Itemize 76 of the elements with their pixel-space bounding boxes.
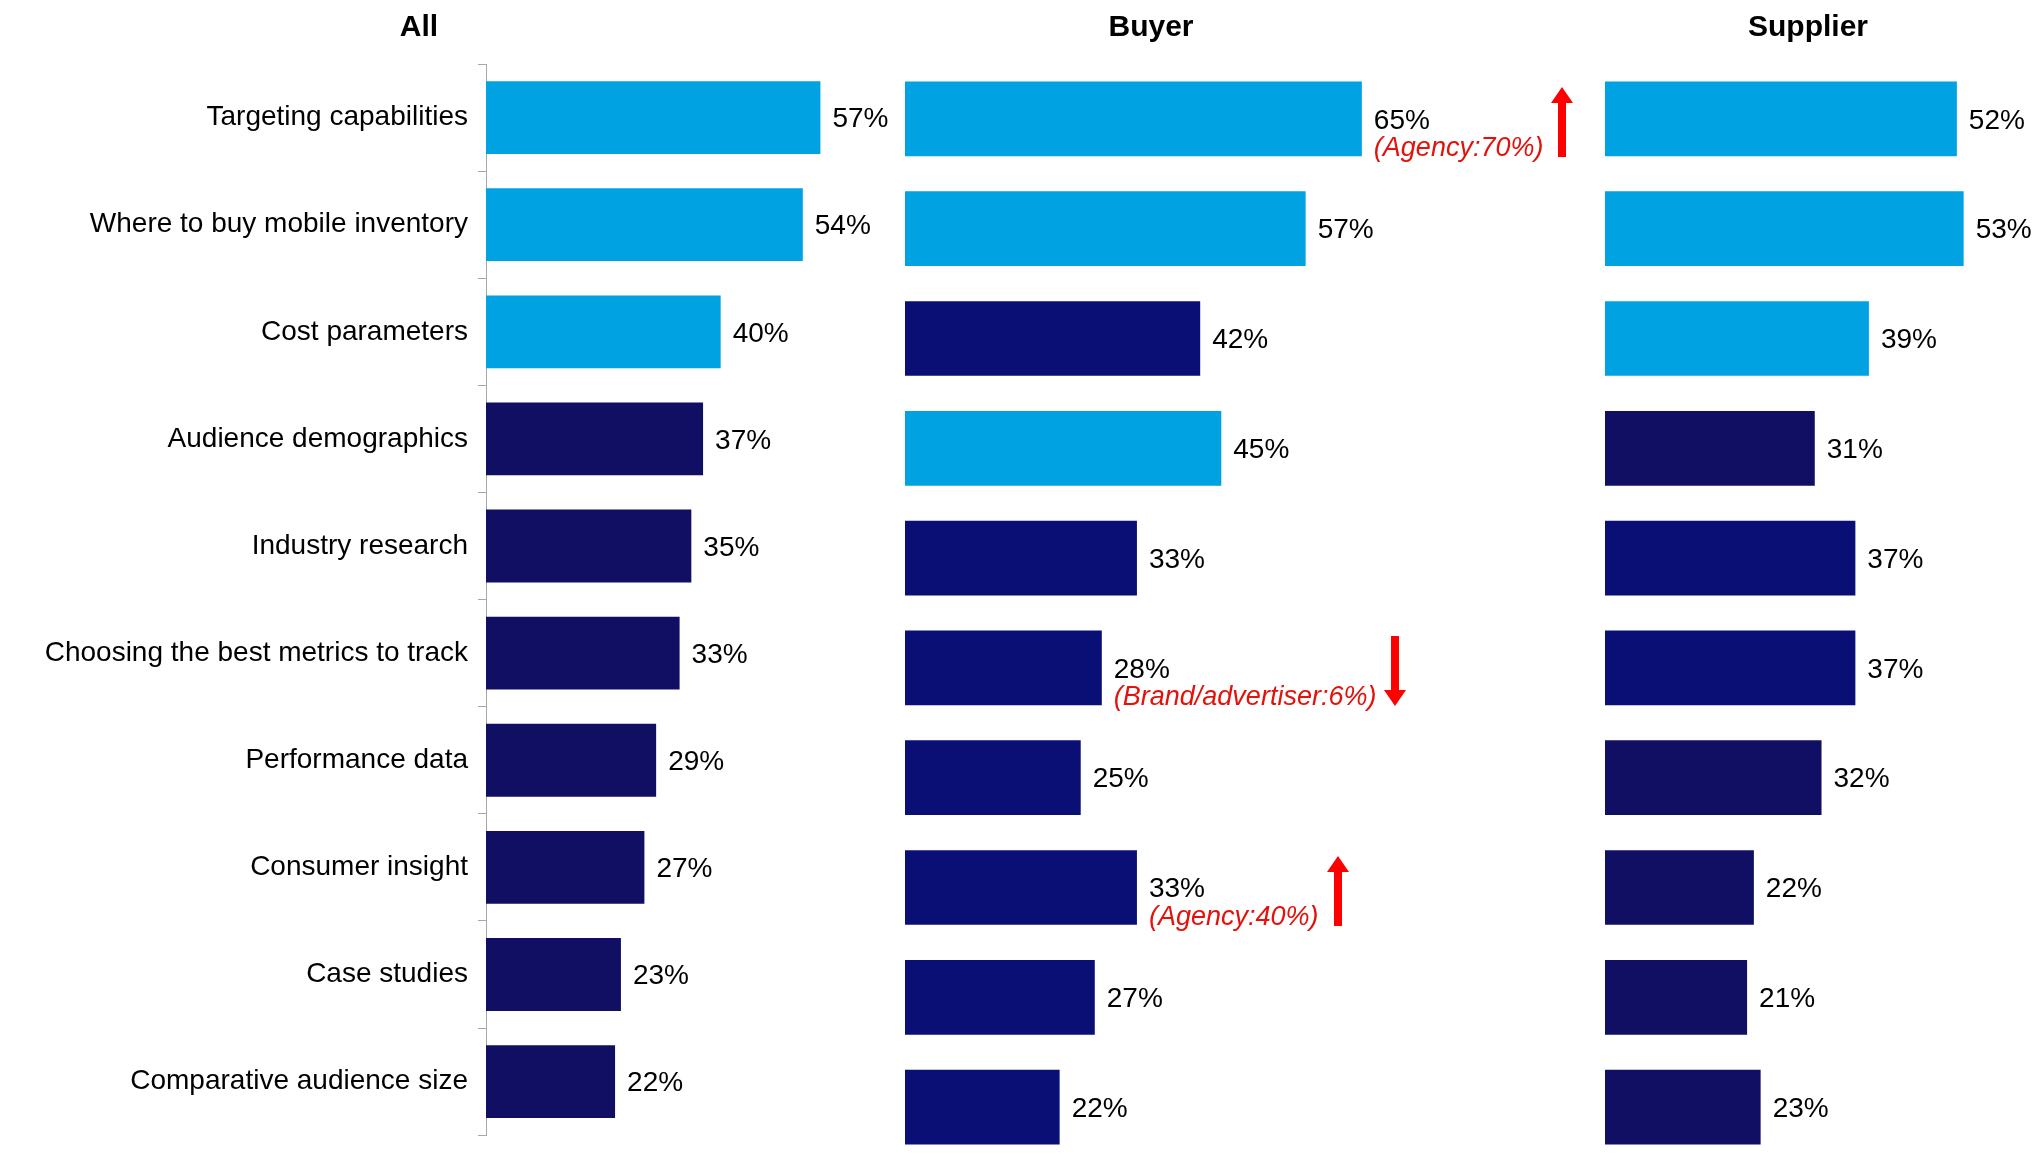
data-label: 33% xyxy=(691,637,748,669)
y-tick-label: Case studies xyxy=(306,957,468,989)
bar xyxy=(1605,520,1856,596)
y-tick-label: Consumer insight xyxy=(250,850,469,882)
y-tick-label: Cost parameters xyxy=(261,314,468,346)
annotation: (Brand/advertiser:6%) xyxy=(1113,681,1377,712)
data-label: 65% xyxy=(1373,103,1430,135)
data-label: 52% xyxy=(1968,103,2025,135)
data-label: 23% xyxy=(1772,1091,1829,1123)
data-label: 25% xyxy=(1092,762,1149,794)
data-label: 23% xyxy=(632,959,689,991)
bar xyxy=(905,850,1137,925)
bar xyxy=(1605,301,1869,376)
bar xyxy=(486,402,704,476)
bar xyxy=(486,509,692,583)
data-label: 32% xyxy=(1833,762,1890,794)
data-label: 42% xyxy=(1212,323,1269,355)
data-label: 22% xyxy=(627,1066,684,1098)
data-label: 27% xyxy=(656,852,713,884)
bar xyxy=(905,630,1102,706)
bar xyxy=(1605,959,1748,1035)
bar xyxy=(486,723,657,797)
bar xyxy=(905,191,1306,267)
data-label: 35% xyxy=(703,530,760,562)
data-label: 53% xyxy=(1975,213,2032,245)
data-label: 33% xyxy=(1148,542,1205,574)
data-label: 21% xyxy=(1759,982,1816,1014)
bar xyxy=(905,301,1201,376)
bar xyxy=(486,830,645,904)
data-label: 22% xyxy=(1765,872,1822,904)
bar xyxy=(1605,1069,1761,1145)
annotation: (Agency:40%) xyxy=(1148,901,1319,932)
data-label: 37% xyxy=(1867,652,1924,684)
data-label: 33% xyxy=(1148,872,1205,904)
bar xyxy=(486,938,621,1011)
chart-title: All xyxy=(399,9,439,43)
chart-title: Supplier xyxy=(1747,9,1869,43)
y-tick-label: Targeting capabilities xyxy=(206,100,468,132)
data-label: 29% xyxy=(668,745,725,776)
bar xyxy=(1605,630,1856,706)
bar xyxy=(905,959,1095,1035)
y-tick-label: Industry research xyxy=(251,528,468,560)
bar xyxy=(486,188,803,262)
data-label: 45% xyxy=(1233,433,1290,465)
bar xyxy=(1605,191,1964,267)
y-tick-label: Performance data xyxy=(245,743,469,774)
text: (Agency:70%) xyxy=(1373,132,1544,163)
data-label: 39% xyxy=(1880,323,1937,355)
bar xyxy=(1605,81,1957,157)
bar xyxy=(1605,850,1754,925)
bar xyxy=(486,616,680,690)
chart-title: Buyer xyxy=(1108,9,1194,43)
data-label: 57% xyxy=(1317,213,1374,245)
bar xyxy=(1605,740,1822,816)
y-tick-label: Where to buy mobile inventory xyxy=(89,207,468,239)
data-label: 37% xyxy=(715,423,772,455)
bar xyxy=(905,1069,1060,1145)
bar xyxy=(1605,410,1815,486)
bar xyxy=(905,740,1081,816)
data-label: 54% xyxy=(814,209,871,241)
y-tick-label: Audience demographics xyxy=(167,421,468,453)
bar xyxy=(486,81,821,154)
data-label: 37% xyxy=(1867,542,1924,574)
data-label: 27% xyxy=(1106,982,1163,1014)
bar xyxy=(905,520,1137,596)
data-label: 40% xyxy=(732,316,789,348)
data-label: 28% xyxy=(1113,652,1170,684)
bar xyxy=(486,1045,616,1119)
data-label: 22% xyxy=(1071,1091,1128,1123)
y-tick-label: Comparative audience size xyxy=(130,1064,468,1096)
data-label: 31% xyxy=(1826,433,1883,465)
bar xyxy=(905,410,1222,486)
bar xyxy=(486,295,721,369)
y-tick-label: Choosing the best metrics to track xyxy=(44,635,469,667)
bar xyxy=(905,81,1362,157)
data-label: 57% xyxy=(832,102,889,134)
